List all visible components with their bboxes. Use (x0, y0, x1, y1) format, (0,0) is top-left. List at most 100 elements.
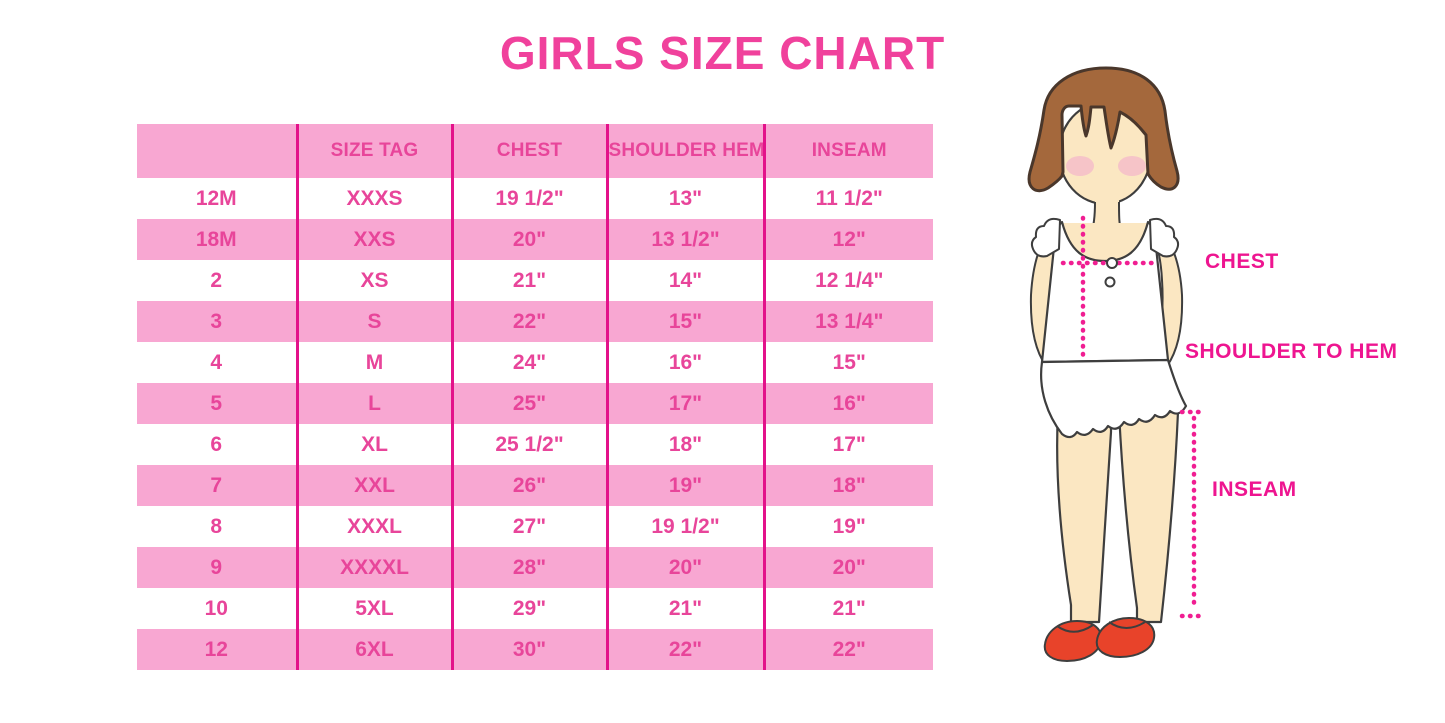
table-cell: 30" (450, 629, 607, 670)
table-cell: 22" (450, 301, 607, 342)
table-cell: 24" (450, 342, 607, 383)
shoulder-to-hem-measure-label: SHOULDER TO HEM (1185, 340, 1398, 363)
page-title: GIRLS SIZE CHART (499, 27, 946, 79)
header-cell-chest: CHEST (450, 124, 607, 178)
table-cell: 20" (605, 547, 764, 588)
table-cell: S (295, 301, 452, 342)
table-cell: 18" (605, 424, 764, 465)
table-cell: 12M (137, 178, 297, 219)
table-cell: 12" (762, 219, 933, 260)
header-cell-shoulder-hem: SHOULDER HEM (605, 124, 764, 178)
table-cell: XXL (295, 465, 452, 506)
girl-figure-illustration (1027, 66, 1209, 662)
table-cell: 18M (137, 219, 297, 260)
size-table-body: 12M XXXS 19 1/2" 13" 11 1/2" 18M XXS 20" 13 1/2"… (137, 178, 933, 670)
table-cell: 19" (605, 465, 764, 506)
table-cell: 19" (762, 506, 933, 547)
table-row: 12M XXXS 19 1/2" 13" 11 1/2" (137, 178, 933, 219)
table-cell: 19 1/2" (605, 506, 764, 547)
table-row: 5 L 25" 17" 16" (137, 383, 933, 424)
girl-dress-button-bottom (1104, 276, 1116, 288)
table-cell: XXXXL (295, 547, 452, 588)
girl-shoe-left (1043, 620, 1103, 662)
table-cell: 15" (605, 301, 764, 342)
table-cell: 6 (137, 424, 297, 465)
table-cell: 5 (137, 383, 297, 424)
table-cell: 21" (450, 260, 607, 301)
table-cell: 17" (605, 383, 764, 424)
table-cell: 5XL (295, 588, 452, 629)
table-cell: 13" (605, 178, 764, 219)
girl-leg-left (1056, 410, 1113, 624)
table-cell: 17" (762, 424, 933, 465)
table-cell: XS (295, 260, 452, 301)
girl-shoe-right (1095, 617, 1156, 658)
table-cell: 19 1/2" (450, 178, 607, 219)
table-row: 9 XXXXL 28" 20" 20" (137, 547, 933, 588)
measurement-figure (1000, 60, 1445, 700)
table-cell: 15" (762, 342, 933, 383)
table-row: 7 XXL 26" 19" 18" (137, 465, 933, 506)
chest-measure-label: CHEST (1205, 250, 1279, 273)
header-row: SIZE TAG CHEST SHOULDER HEM INSEAM (137, 124, 933, 178)
table-cell: 28" (450, 547, 607, 588)
girl-dress-button-top (1106, 257, 1118, 269)
girl-blush-right (1118, 156, 1146, 176)
table-row: 18M XXS 20" 13 1/2" 12" (137, 219, 933, 260)
table-cell: 21" (762, 588, 933, 629)
table-cell: 4 (137, 342, 297, 383)
girl-leg-right (1117, 410, 1180, 624)
table-cell: 25 1/2" (450, 424, 607, 465)
header-cell-size-tag: SIZE TAG (295, 124, 452, 178)
table-cell: 12 (137, 629, 297, 670)
size-chart-table: SIZE TAG CHEST SHOULDER HEM INSEAM 12M XX… (137, 124, 933, 670)
table-cell: 8 (137, 506, 297, 547)
header-cell-size (137, 124, 297, 178)
table-cell: XXS (295, 219, 452, 260)
table-row: 3 S 22" 15" 13 1/4" (137, 301, 933, 342)
table-cell: 13 1/2" (605, 219, 764, 260)
table-cell: 20" (762, 547, 933, 588)
table-cell: 22" (605, 629, 764, 670)
inseam-measure-label: INSEAM (1212, 478, 1297, 501)
girl-shoulder-ruffle-left (1030, 217, 1061, 258)
girl-shoulder-ruffle-right (1149, 217, 1180, 258)
table-cell: 9 (137, 547, 297, 588)
table-cell: 22" (762, 629, 933, 670)
table-cell: XXXL (295, 506, 452, 547)
table-cell: 3 (137, 301, 297, 342)
table-row: 12 6XL 30" 22" 22" (137, 629, 933, 670)
table-row: 10 5XL 29" 21" 21" (137, 588, 933, 629)
girl-dress-skirt (1040, 358, 1188, 439)
header-cell-inseam: INSEAM (762, 124, 933, 178)
table-cell: 21" (605, 588, 764, 629)
table-cell: 11 1/2" (762, 178, 933, 219)
table-cell: XXXS (295, 178, 452, 219)
table-cell: 20" (450, 219, 607, 260)
table-cell: 2 (137, 260, 297, 301)
table-cell: 16" (762, 383, 933, 424)
girl-shoe-left-strap (1056, 624, 1094, 633)
girl-blush-left (1066, 156, 1094, 176)
table-cell: 25" (450, 383, 607, 424)
table-cell: 27" (450, 506, 607, 547)
table-cell: 10 (137, 588, 297, 629)
girl-hair (1027, 66, 1180, 193)
table-row: 4 M 24" 16" 15" (137, 342, 933, 383)
table-cell: XL (295, 424, 452, 465)
table-row: 6 XL 25 1/2" 18" 17" (137, 424, 933, 465)
table-row: 2 XS 21" 14" 12 1/4" (137, 260, 933, 301)
size-chart-header: SIZE TAG CHEST SHOULDER HEM INSEAM (137, 124, 933, 178)
table-cell: 12 1/4" (762, 260, 933, 301)
table-cell: 29" (450, 588, 607, 629)
table-cell: 13 1/4" (762, 301, 933, 342)
table-cell: M (295, 342, 452, 383)
table-row: 8 XXXL 27" 19 1/2" 19" (137, 506, 933, 547)
table-cell: 16" (605, 342, 764, 383)
table-cell: 7 (137, 465, 297, 506)
table-cell: 14" (605, 260, 764, 301)
table-cell: 26" (450, 465, 607, 506)
table-cell: 6XL (295, 629, 452, 670)
table-cell: L (295, 383, 452, 424)
